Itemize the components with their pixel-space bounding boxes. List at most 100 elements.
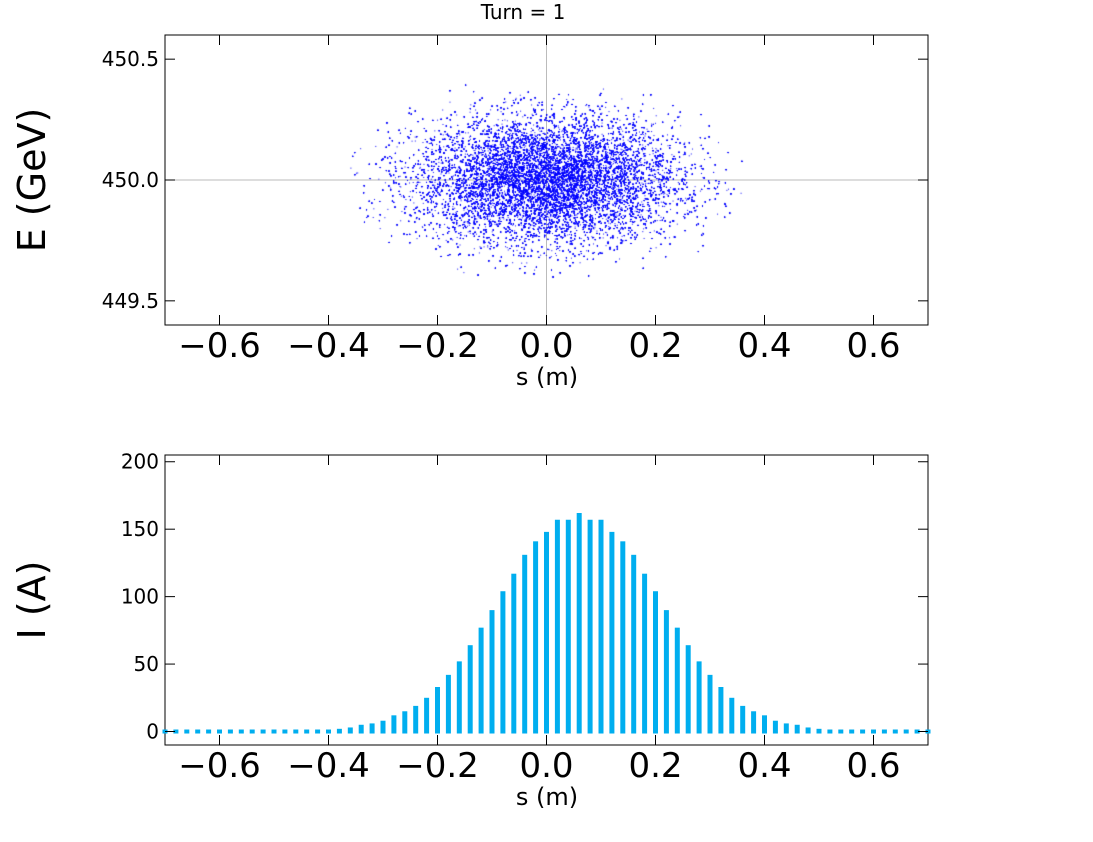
current-bar (914, 729, 920, 734)
current-bar (794, 724, 800, 734)
bar-x-axis-label: s (m) (516, 783, 578, 811)
bar-x-tick-label: −0.4 (287, 746, 370, 786)
current-bar (271, 729, 277, 734)
current-bar (347, 727, 353, 734)
bar-x-tick-label: −0.2 (396, 746, 479, 786)
scatter-x-tick-label: 0.0 (519, 326, 573, 366)
scatter-x-tick-label: 0.2 (628, 326, 682, 366)
bar-x-tick-label: 0.6 (846, 746, 900, 786)
bar-y-tick-label: 100 (121, 585, 159, 609)
current-bar (249, 729, 255, 734)
current-bar (435, 687, 440, 734)
current-bar (304, 729, 310, 734)
bar-y-ticks: 0 50 100 150 200 (121, 450, 928, 744)
bar-y-tick-label: 50 (134, 652, 159, 676)
scatter-x-tick-label: −0.4 (287, 326, 370, 366)
current-bar (783, 723, 789, 734)
current-bar (206, 729, 212, 734)
current-bar (456, 661, 462, 734)
current-bar (696, 661, 702, 734)
current-bar (195, 729, 201, 734)
current-bar (489, 610, 495, 734)
scatter-x-tick-label: 0.6 (846, 326, 900, 366)
current-bar (315, 729, 321, 734)
current-bar (653, 591, 658, 734)
current-bar (554, 519, 560, 734)
current-bars (162, 513, 931, 734)
bar-x-tick-label: −0.6 (178, 746, 261, 786)
current-bar (772, 720, 778, 734)
current-bar (445, 674, 451, 734)
current-bar (336, 728, 342, 734)
current-bar (707, 674, 713, 734)
current-bar (238, 729, 244, 734)
bar-y-tick-label: 0 (146, 720, 159, 744)
current-bar (260, 729, 266, 734)
current-bar (402, 711, 408, 734)
energy-scatter-panel: 449.5 450.0 450.5 −0.6 −0.4 −0.2 0.0 0.2 0.4 0.6… (10, 34, 929, 391)
scatter-y-tick-label: 449.5 (102, 289, 159, 313)
current-bar (587, 519, 593, 734)
current-bar (892, 729, 898, 734)
current-bar (533, 541, 539, 734)
current-bar (369, 723, 375, 734)
current-bar (326, 729, 331, 734)
bar-y-axis-label: I (A) (10, 561, 54, 640)
current-bar (598, 519, 604, 734)
current-bar (413, 705, 419, 734)
current-bar (663, 610, 669, 734)
current-bar (511, 573, 517, 734)
current-bar (751, 711, 757, 734)
current-bar (358, 724, 364, 734)
scatter-points (165, 35, 928, 325)
current-bar (424, 697, 430, 734)
current-bar (740, 705, 746, 734)
current-bar (609, 531, 615, 734)
current-bar (282, 729, 288, 734)
current-bar (391, 715, 397, 734)
current-bar (631, 554, 637, 734)
current-bar (849, 729, 855, 734)
current-bar (642, 573, 648, 734)
scatter-y-tick-label: 450.5 (102, 47, 159, 71)
bar-y-tick-label: 200 (121, 450, 159, 474)
scatter-x-tick-label: −0.6 (178, 326, 261, 366)
current-bar (522, 554, 528, 734)
current-bar (674, 627, 680, 734)
current-bar (718, 687, 724, 734)
bar-x-tick-label: 0.2 (628, 746, 682, 786)
current-bar (620, 541, 626, 734)
current-bar (871, 729, 876, 734)
bar-x-tick-label: 0.4 (737, 746, 791, 786)
current-bar (217, 729, 222, 734)
current-bar (500, 591, 506, 734)
scatter-x-tick-label: −0.2 (396, 326, 479, 366)
scatter-x-axis-label: s (m) (516, 363, 578, 391)
current-bar (838, 729, 844, 734)
current-bar (380, 720, 386, 734)
scatter-y-axis-label: E (GeV) (10, 108, 54, 253)
scatter-point-cloud (165, 35, 928, 325)
figure-title: Turn = 1 (480, 0, 566, 24)
current-bar (816, 728, 822, 734)
current-bar (860, 729, 866, 734)
current-bar (762, 715, 767, 734)
scatter-y-ticks: 449.5 450.0 450.5 (102, 47, 928, 313)
current-bar (565, 519, 571, 734)
bar-y-tick-label: 150 (121, 517, 159, 541)
current-bar (881, 729, 887, 734)
current-bar (544, 531, 549, 734)
current-bar-panel: 0 50 100 150 200 −0.6 −0.4 −0.2 0.0 0.2 0.4 0.6 s … (10, 450, 931, 811)
current-bar (685, 645, 691, 734)
scatter-x-tick-label: 0.4 (737, 326, 791, 366)
current-bar (173, 729, 179, 734)
current-bar (478, 627, 484, 734)
bar-x-tick-label: 0.0 (519, 746, 573, 786)
current-bar (467, 645, 473, 734)
current-bar (805, 727, 811, 734)
current-bar (184, 729, 190, 734)
current-bar (903, 729, 909, 734)
current-bar (227, 729, 233, 734)
scatter-y-tick-label: 450.0 (102, 168, 159, 192)
